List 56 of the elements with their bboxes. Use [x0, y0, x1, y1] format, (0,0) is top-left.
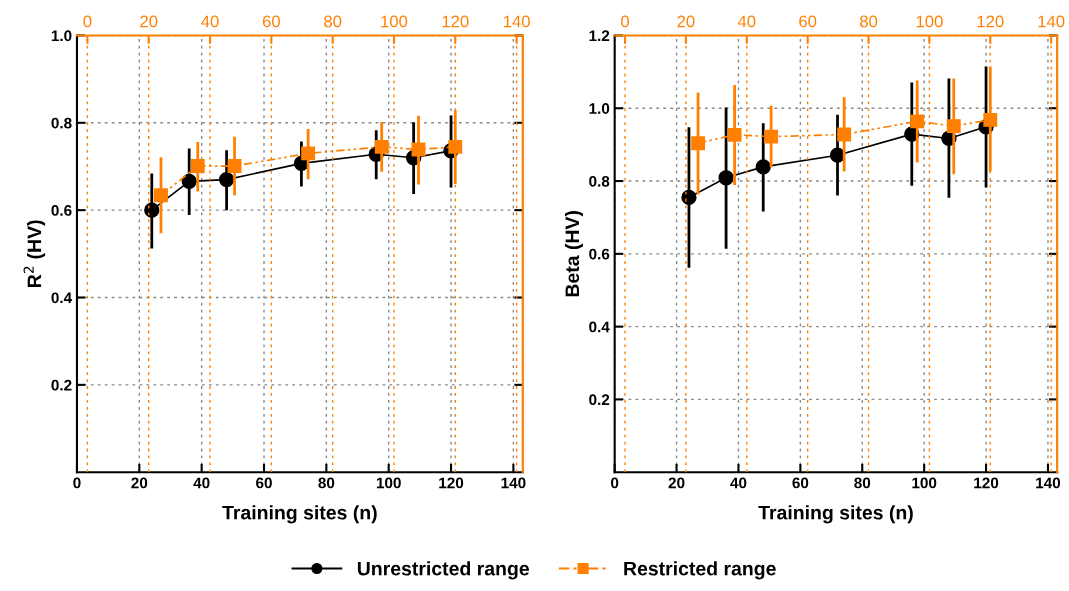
point	[144, 202, 160, 218]
x2-tick-label: 80	[859, 15, 878, 28]
y-tick-label: 0.6	[589, 248, 610, 260]
x-tick-label: 40	[730, 477, 747, 489]
x2-tick-label: 80	[324, 15, 342, 28]
x2-tick-label: 60	[262, 15, 280, 28]
x-tick-label: 100	[912, 477, 937, 489]
x-tick-label: 140	[1036, 477, 1061, 489]
y-tick-label: 0.4	[589, 321, 610, 333]
y-axis-title: R$^{2}$ (HV)	[23, 220, 46, 287]
x-axis-title: Training sites (n)	[222, 505, 377, 524]
x2-tick-label: 100	[381, 15, 408, 28]
x-tick-label: 40	[193, 477, 210, 489]
y-tick-label: 1.2	[589, 30, 610, 41]
y-tick-label: 0.2	[51, 379, 72, 391]
x-tick-label: 20	[668, 477, 685, 489]
x2-tick-label: 20	[140, 15, 158, 28]
x-tick-label: 60	[256, 477, 272, 489]
y-tick-label: 0.8	[589, 175, 610, 187]
point	[718, 170, 734, 186]
y-tick-label: 0.4	[51, 292, 73, 304]
x2-tick-label: 140	[1038, 15, 1065, 28]
legend-label: Restricted range	[624, 561, 776, 580]
x-tick-label: 0	[611, 477, 619, 489]
x-tick-label: 100	[376, 477, 401, 489]
x2-tick-label: 0	[83, 15, 92, 28]
x-tick-label: 20	[131, 477, 148, 489]
x2-tick-label: 120	[442, 15, 469, 28]
y-axis-title: Beta (HV)	[564, 211, 584, 297]
x-axis-title: Training sites (n)	[758, 505, 913, 524]
y-tick-label: 1.0	[589, 103, 610, 114]
y-tick-label: 0.6	[51, 205, 72, 216]
x2-tick-label: 100	[916, 15, 943, 28]
x-tick-label: 80	[318, 477, 335, 489]
x2-tick-label: 40	[201, 15, 219, 28]
legend-label: Unrestricted range	[357, 561, 529, 580]
x-tick-label: 140	[501, 477, 526, 489]
point	[755, 159, 771, 175]
x-tick-label: 80	[854, 477, 871, 489]
point	[181, 173, 197, 189]
x2-tick-label: 60	[799, 15, 817, 28]
x2-tick-label: 120	[977, 15, 1004, 28]
point	[681, 189, 697, 206]
y-tick-label: 0.2	[589, 394, 610, 406]
point	[829, 147, 846, 163]
x2-tick-label: 0	[621, 15, 630, 28]
point	[218, 171, 235, 188]
x2-tick-label: 20	[677, 15, 695, 28]
y-tick-label: 1.0	[51, 30, 72, 42]
x2-tick-label: 40	[737, 15, 756, 28]
x-tick-label: 120	[974, 477, 999, 489]
x-tick-label: 120	[439, 477, 464, 489]
y-tick-label: 0.8	[51, 117, 72, 129]
x-tick-label: 0	[73, 477, 81, 489]
x2-tick-label: 140	[503, 15, 530, 28]
x-tick-label: 60	[792, 477, 809, 489]
